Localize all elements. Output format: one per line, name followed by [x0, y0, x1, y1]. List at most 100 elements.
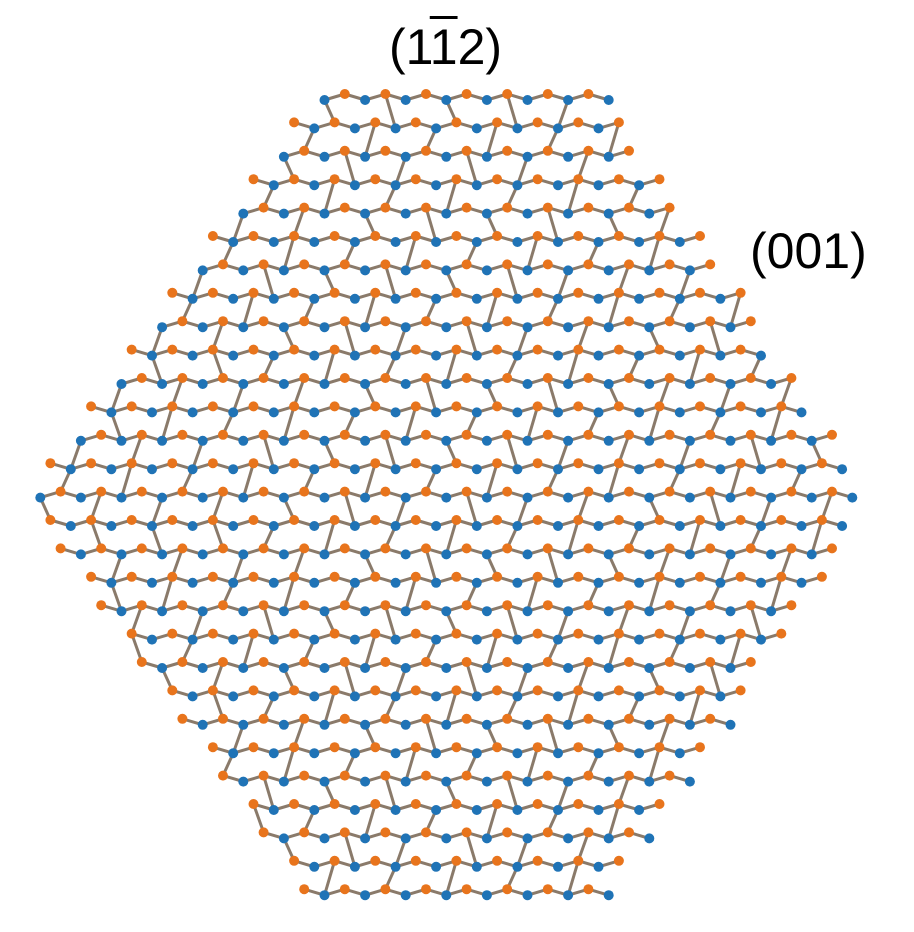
atom-orange [492, 287, 503, 298]
atom-orange [248, 287, 259, 298]
atom-orange [624, 145, 634, 156]
atom-blue [431, 180, 442, 191]
atom-blue [593, 237, 604, 247]
atom-orange [177, 543, 188, 554]
atom-blue [756, 350, 766, 361]
atom-orange [339, 543, 350, 554]
atom-blue [512, 805, 523, 815]
bond [323, 860, 337, 896]
atom-blue [319, 435, 330, 446]
atom-blue [766, 492, 777, 503]
bond [688, 349, 702, 385]
atom-blue [634, 293, 645, 304]
atom-blue [441, 663, 452, 673]
atom-orange [55, 486, 66, 497]
atom-blue [603, 492, 614, 503]
atom-orange [421, 373, 431, 383]
bond [607, 803, 621, 839]
facet-label-top-post: 2) [457, 19, 503, 75]
atom-orange [421, 543, 431, 554]
atom-blue [766, 549, 777, 560]
bond [729, 292, 743, 328]
bond [810, 519, 824, 555]
atom-blue [441, 549, 452, 560]
atom-orange [299, 827, 310, 838]
atom-blue [684, 379, 695, 389]
atom-orange [421, 429, 431, 440]
atom-orange [664, 713, 675, 724]
atom-blue [634, 180, 645, 191]
atom-blue [806, 435, 817, 446]
atom-orange [339, 89, 350, 99]
atom-blue [644, 435, 655, 446]
atom-blue [147, 407, 157, 418]
atom-blue [106, 464, 117, 475]
atom-orange [735, 401, 746, 412]
bond [282, 405, 296, 442]
atom-orange [502, 373, 513, 383]
atom-blue [360, 776, 371, 787]
atom-blue [522, 719, 533, 730]
atom-blue [471, 577, 482, 588]
atom-blue [187, 577, 198, 588]
atom-orange [167, 571, 178, 582]
atom-orange [207, 401, 218, 412]
bond [363, 633, 377, 669]
atom-orange [289, 344, 300, 355]
atom-orange [370, 287, 381, 298]
atom-orange [86, 458, 97, 469]
bond [394, 156, 408, 186]
atom-blue [593, 123, 604, 134]
atom-orange [218, 770, 228, 781]
atom-blue [319, 322, 330, 333]
atom-blue [319, 265, 330, 276]
atom-orange [451, 174, 462, 185]
bond [465, 320, 479, 357]
atom-orange [745, 429, 756, 440]
atom-blue [471, 691, 482, 702]
bond [150, 497, 164, 527]
atom-blue [756, 577, 766, 588]
atom-blue [319, 663, 330, 673]
atom-blue [512, 180, 523, 191]
atom-blue [238, 549, 249, 560]
atom-orange [451, 287, 462, 298]
atom-orange [461, 827, 472, 838]
atom-orange [167, 458, 178, 469]
atom-blue [116, 549, 127, 560]
atom-blue [400, 208, 411, 219]
atom-orange [218, 486, 228, 497]
atom-orange [167, 515, 178, 525]
atom-blue [441, 208, 452, 219]
atom-blue [360, 435, 371, 446]
atom-blue [481, 890, 492, 901]
atom-orange [218, 373, 228, 383]
atom-orange [289, 742, 300, 753]
atom-blue [309, 123, 320, 134]
atom-blue [400, 322, 411, 333]
atom-orange [421, 884, 431, 895]
atom-blue [725, 606, 736, 617]
atom-orange [624, 259, 634, 270]
bond [546, 207, 560, 243]
atom-blue [471, 237, 482, 247]
atom-orange [421, 600, 431, 611]
atom-blue [796, 521, 807, 531]
bond [526, 235, 540, 271]
bond [282, 746, 296, 783]
atom-blue [593, 691, 604, 702]
atom-orange [745, 486, 756, 497]
bond [211, 491, 225, 521]
atom-orange [654, 685, 665, 696]
atom-orange [329, 401, 340, 412]
atom-orange [502, 202, 513, 213]
bond [576, 661, 590, 691]
atom-blue [157, 435, 168, 446]
atom-orange [492, 571, 503, 582]
atom-orange [542, 259, 553, 270]
atom-blue [725, 435, 736, 446]
atom-orange [776, 571, 787, 582]
atom-orange [380, 373, 391, 383]
atom-orange [258, 202, 269, 213]
atom-blue [715, 634, 726, 645]
